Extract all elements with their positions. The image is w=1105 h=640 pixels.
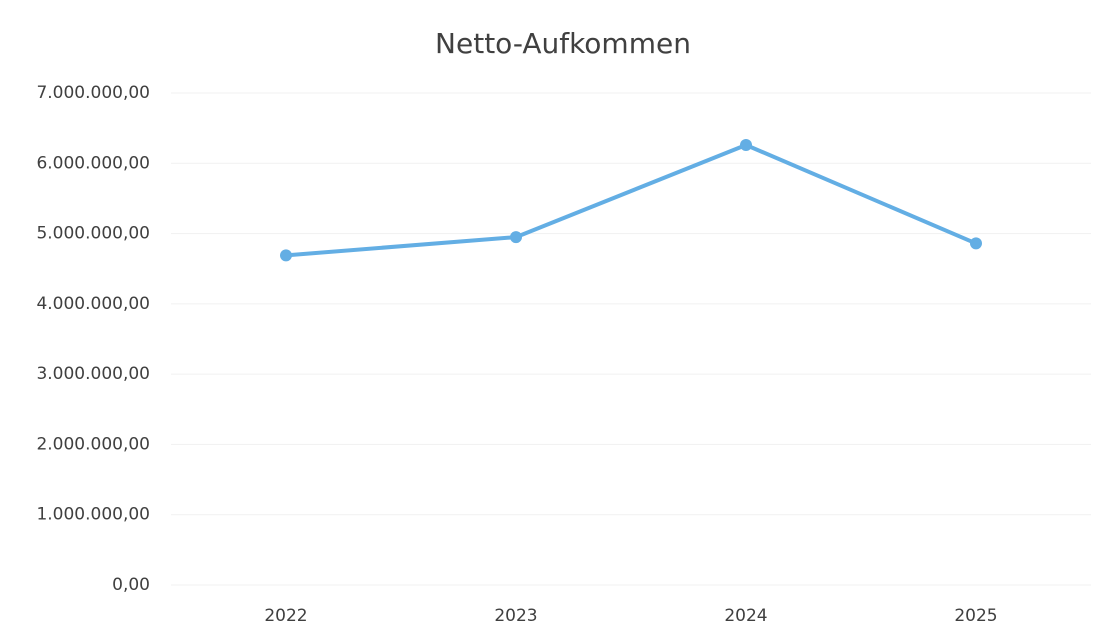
point [280, 249, 292, 262]
y-tick-label: 0,00 [112, 575, 150, 595]
point [970, 237, 982, 250]
chart-title: Netto-Aufkommen [435, 27, 691, 60]
x-tick-label: 2025 [954, 606, 997, 626]
point [510, 231, 522, 244]
x-tick-label: 2024 [724, 606, 767, 626]
point [740, 139, 752, 152]
x-tick-label: 2022 [264, 606, 307, 626]
y-tick-label: 5.000.000,00 [36, 224, 150, 244]
y-tick-label: 4.000.000,00 [36, 294, 150, 314]
y-tick-label: 6.000.000,00 [36, 153, 150, 173]
y-tick-label: 1.000.000,00 [36, 505, 150, 525]
x-tick-label: 2023 [494, 606, 537, 626]
y-tick-label: 2.000.000,00 [36, 434, 150, 454]
y-tick-label: 3.000.000,00 [36, 364, 150, 384]
line [285, 143, 977, 258]
y-tick-label: 7.000.000,00 [36, 83, 150, 103]
